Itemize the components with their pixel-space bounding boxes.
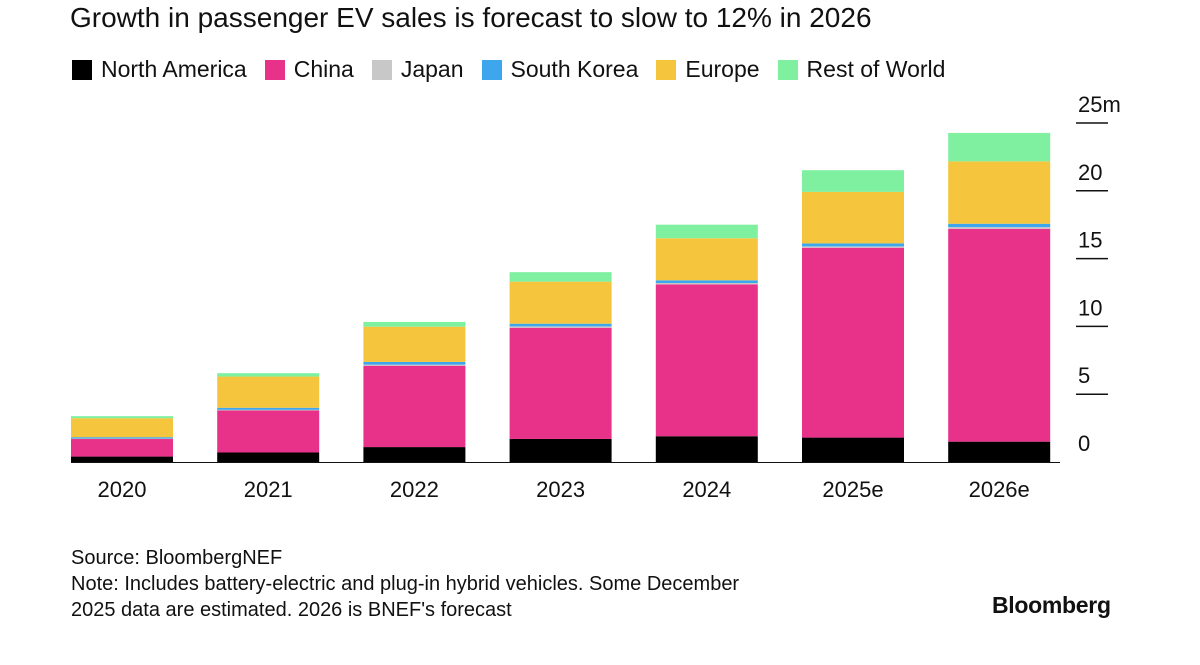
bar-rest-of-world-2025e	[802, 170, 904, 192]
bar-europe-2026e	[948, 161, 1051, 224]
legend-label-china: China	[293, 56, 354, 82]
x-tick-label-2026e: 2026e	[969, 477, 1030, 502]
bar-rest-of-world-2026e	[948, 132, 1051, 162]
bar-europe-2023	[509, 281, 612, 324]
legend-item-north-america: North America	[72, 56, 247, 83]
x-tick-label-2022: 2022	[390, 477, 439, 502]
bar-europe-2020	[71, 418, 173, 438]
bar-japan-2022	[363, 364, 466, 366]
x-tick-label-2024: 2024	[682, 477, 731, 502]
bar-europe-2021	[217, 376, 320, 408]
x-tick-label-2020: 2020	[98, 477, 147, 502]
chart-title: Growth in passenger EV sales is forecast…	[70, 2, 872, 33]
legend-swatch-north-america	[72, 59, 92, 80]
legend-swatch-europe	[656, 59, 677, 80]
legend-label-north-america: North America	[101, 56, 247, 82]
bar-south-korea-2022	[363, 361, 466, 365]
y-tick-label-25: 25m	[1078, 92, 1121, 117]
bar-north-america-2020	[71, 456, 173, 462]
y-tick-label-15: 15	[1078, 228, 1102, 253]
bar-china-2026e	[948, 228, 1051, 442]
bar-rest-of-world-2020	[71, 416, 173, 419]
note-line-1: Note: Includes battery-electric and plug…	[71, 573, 740, 595]
bar-rest-of-world-2023	[509, 272, 612, 282]
legend-item-europe: Europe	[656, 56, 760, 83]
x-axis: 2020 2021 2022 2023 2024 2025e 2026e	[98, 477, 1030, 502]
bar-china-2021	[217, 410, 320, 453]
legend-item-rest-of-world: Rest of World	[777, 56, 946, 83]
bar-europe-2025e	[802, 191, 904, 244]
bar-china-2025e	[802, 247, 904, 438]
bar-south-korea-2020	[71, 437, 173, 439]
bar-rest-of-world-2024	[655, 224, 758, 239]
bar-europe-2024	[655, 238, 758, 281]
y-tick-label-10: 10	[1078, 295, 1102, 320]
bar-south-korea-2026e	[948, 223, 1051, 228]
legend-item-japan: Japan	[371, 56, 464, 83]
legend-swatch-japan	[371, 59, 392, 80]
bar-north-america-2022	[363, 447, 466, 462]
bar-japan-2026e	[948, 227, 1051, 229]
note-line-2: 2025 data are estimated. 2026 is BNEF's …	[71, 599, 512, 621]
source-note: Source: BloombergNEF Note: Includes batt…	[71, 545, 739, 623]
bar-china-2024	[655, 284, 758, 437]
bar-north-america-2026e	[948, 441, 1051, 462]
source-text: Source: BloombergNEF	[71, 547, 283, 569]
bar-south-korea-2024	[655, 280, 758, 284]
legend-swatch-south-korea	[481, 59, 502, 80]
bar-europe-2022	[363, 326, 466, 362]
bars-layer	[71, 132, 1060, 463]
legend-label-south-korea: South Korea	[510, 56, 639, 82]
bar-china-2023	[509, 327, 612, 439]
legend-label-europe: Europe	[685, 56, 760, 82]
bar-japan-2025e	[802, 246, 904, 248]
bloomberg-logo: Bloomberg	[992, 592, 1111, 618]
y-axis: 0 5 10 15 20 25m	[1076, 92, 1121, 456]
legend-label-japan: Japan	[400, 56, 464, 82]
bar-south-korea-2021	[217, 407, 320, 410]
x-tick-label-2025e: 2025e	[822, 477, 883, 502]
legend-item-south-korea: South Korea	[481, 56, 639, 83]
legend: North America China Japan South Korea Eu…	[72, 56, 963, 83]
y-tick-label-20: 20	[1078, 160, 1102, 185]
bar-china-2020	[71, 438, 173, 457]
bar-south-korea-2025e	[802, 243, 904, 247]
legend-swatch-rest-of-world	[777, 59, 798, 80]
bar-rest-of-world-2021	[217, 373, 320, 377]
bar-japan-2020	[71, 438, 173, 440]
bar-japan-2024	[655, 283, 758, 285]
y-tick-label-5: 5	[1078, 363, 1090, 388]
legend-label-rest-of-world: Rest of World	[806, 56, 946, 82]
bar-japan-2021	[217, 409, 320, 411]
bar-south-korea-2023	[509, 323, 612, 327]
y-tick-label-0: 0	[1078, 431, 1090, 456]
legend-swatch-china	[264, 59, 285, 80]
bar-north-america-2025e	[802, 437, 904, 462]
bar-rest-of-world-2022	[363, 321, 466, 327]
x-tick-label-2023: 2023	[536, 477, 585, 502]
bar-japan-2023	[509, 326, 612, 328]
bar-north-america-2021	[217, 452, 320, 462]
bar-north-america-2024	[655, 436, 758, 462]
legend-item-china: China	[264, 56, 354, 83]
bar-china-2022	[363, 365, 466, 448]
bar-north-america-2023	[509, 438, 612, 462]
x-tick-label-2021: 2021	[244, 477, 293, 502]
